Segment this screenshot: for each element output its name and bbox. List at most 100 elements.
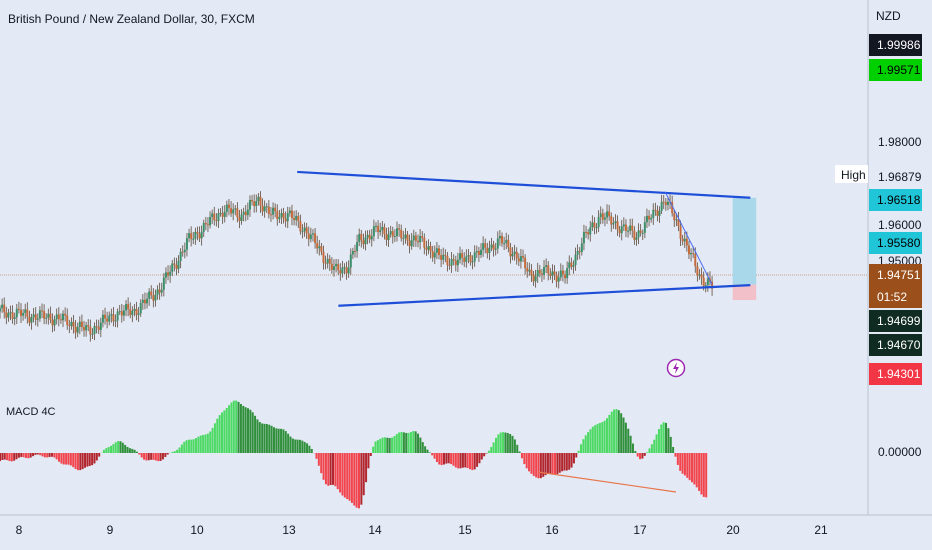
- macd-histogram: [0, 400, 708, 509]
- macd-bar: [440, 453, 443, 466]
- candle-body: [534, 276, 537, 282]
- channel-upper-line[interactable]: [297, 170, 751, 199]
- macd-bar: [76, 453, 79, 471]
- high-badge: [835, 165, 868, 183]
- candle-body: [5, 312, 8, 318]
- candle-body: [253, 201, 256, 207]
- macd-bar: [424, 446, 427, 453]
- macd-bar: [452, 453, 455, 466]
- macd-bar: [72, 453, 75, 468]
- macd-bar: [303, 441, 306, 453]
- candle-body: [293, 218, 296, 221]
- macd-bar: [46, 453, 49, 458]
- candle-body: [55, 314, 58, 320]
- candle-body: [471, 261, 474, 263]
- macd-bar: [284, 431, 287, 453]
- candle-body: [431, 251, 434, 258]
- price-badge: 1.99571: [869, 59, 922, 81]
- candle-body: [427, 246, 430, 250]
- candle-body: [549, 273, 552, 276]
- macd-bar: [10, 453, 13, 462]
- candle-body: [559, 270, 562, 278]
- candle-body: [345, 267, 348, 274]
- macd-bar: [655, 434, 658, 453]
- candle-body: [421, 236, 424, 238]
- macd-bar: [546, 453, 549, 474]
- candle-body: [633, 230, 636, 240]
- macd-bar: [537, 453, 540, 479]
- macd-bar: [178, 447, 181, 453]
- candle-body: [83, 327, 86, 331]
- candle-body: [118, 311, 121, 313]
- candle-body: [702, 277, 705, 286]
- macd-bar: [367, 453, 370, 469]
- x-axis-labels: 8 9 10 13 14 15 16 17 20 21: [16, 523, 828, 537]
- candle-body: [660, 201, 663, 211]
- candle-body: [578, 250, 581, 253]
- candle-body: [362, 240, 365, 245]
- macd-bar: [447, 453, 450, 464]
- macd-bar: [24, 453, 27, 458]
- macd-bar: [636, 453, 639, 457]
- price-badge-text: 1.94301: [877, 367, 921, 381]
- candle-body: [679, 226, 682, 239]
- candle-body: [507, 239, 510, 248]
- candle-body: [282, 213, 285, 219]
- macd-bar: [679, 453, 682, 471]
- macd-bar: [336, 453, 339, 490]
- macd-bar: [369, 453, 372, 456]
- candle-body: [225, 204, 228, 212]
- macd-bar: [213, 423, 216, 453]
- macd-bar: [164, 453, 167, 457]
- candle-body: [0, 308, 1, 312]
- candle-body: [202, 222, 205, 232]
- macd-bar: [261, 423, 264, 453]
- candle-body: [70, 321, 73, 326]
- macd-bar: [218, 415, 221, 453]
- macd-bar: [615, 409, 618, 453]
- macd-bar: [379, 438, 382, 453]
- candle-body: [335, 263, 338, 267]
- candle-body: [26, 309, 29, 317]
- macd-bar: [674, 453, 677, 457]
- macd-bar: [206, 433, 209, 453]
- macd-bar: [223, 410, 226, 453]
- price-badge: 1.94301: [869, 363, 922, 385]
- macd-bar: [50, 453, 53, 457]
- candle-body: [164, 272, 167, 278]
- candle-body: [666, 201, 669, 205]
- macd-bar: [58, 453, 61, 462]
- macd-bar: [327, 453, 330, 486]
- macd-bar: [102, 449, 105, 453]
- candle-body: [232, 209, 235, 214]
- candle-body: [20, 309, 23, 316]
- candle-body: [236, 208, 239, 218]
- candle-body: [326, 258, 329, 264]
- trend-line[interactable]: [664, 191, 713, 285]
- macd-bar: [41, 453, 44, 457]
- x-tick-label: 8: [16, 523, 23, 537]
- candle-body: [116, 311, 119, 321]
- macd-bar: [417, 433, 420, 453]
- macd-bar: [556, 453, 559, 475]
- candle-body: [85, 325, 88, 331]
- macd-bar: [554, 453, 557, 475]
- candle-body: [64, 313, 67, 316]
- price-badge-text: 1.94670: [877, 338, 921, 352]
- channel-lower-line[interactable]: [338, 284, 751, 307]
- macd-bar: [13, 453, 16, 461]
- macd-bar: [119, 441, 122, 453]
- candle-body: [154, 294, 157, 301]
- macd-bar: [490, 446, 493, 453]
- macd-divergence-line: [537, 471, 677, 493]
- macd-bar: [55, 453, 58, 460]
- macd-bar: [15, 453, 18, 460]
- candle-body: [526, 268, 529, 272]
- x-tick-label: 14: [368, 523, 382, 537]
- macd-bar: [43, 453, 46, 458]
- candle-body: [711, 281, 714, 289]
- lightning-icon[interactable]: [666, 358, 686, 378]
- candle-body: [101, 314, 104, 323]
- macd-bar: [518, 451, 521, 453]
- macd-bar: [242, 405, 245, 453]
